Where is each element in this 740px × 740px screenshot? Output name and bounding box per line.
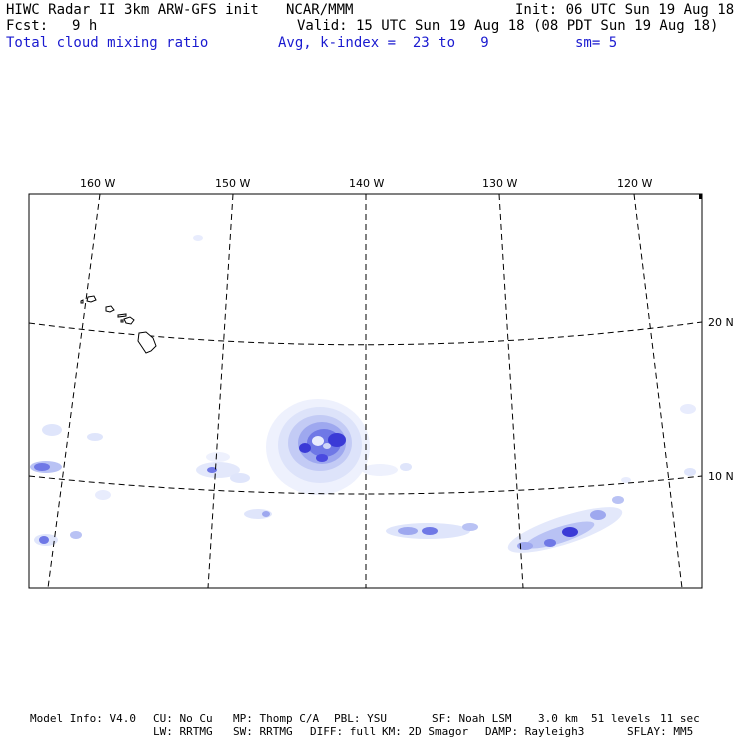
frame-corner-mark <box>699 194 702 199</box>
forecast-label: Fcst: <box>6 18 49 34</box>
organization-label: NCAR/MMM <box>286 2 354 18</box>
averaging-info: Avg, k-index = 23 to 9 <box>278 35 489 51</box>
island-kauai <box>86 295 97 303</box>
product-title: HIWC Radar II 3km ARW-GFS init <box>6 2 259 18</box>
forecast-hour: 9 h <box>72 18 98 34</box>
cloud-patches-central <box>196 452 412 519</box>
meridian-160w <box>47 194 101 588</box>
init-time: Init: 06 UTC Sun 19 Aug 18 <box>515 2 735 18</box>
hawaiian-islands <box>80 295 157 354</box>
footer-km: KM: 2D Smagor <box>382 725 469 738</box>
footer-levels: 51 levels <box>591 712 651 725</box>
meridian-150w <box>207 194 234 588</box>
footer-model-info: Model Info: V4.0 <box>30 712 136 725</box>
footer-sw: SW: RRTMG <box>233 725 293 738</box>
lat-label-10n: 10 N <box>708 470 734 483</box>
cyclone-cloud <box>266 399 370 495</box>
lon-label-150w: 150 W <box>215 177 250 190</box>
field-name: Total cloud mixing ratio <box>6 35 209 51</box>
footer-sf: SF: Noah LSM <box>432 712 512 725</box>
meridian-130w <box>498 194 524 588</box>
footer-timestep: 11 sec <box>660 712 700 725</box>
lon-label-140w: 140 W <box>349 177 384 190</box>
lat-label-20n: 20 N <box>708 316 734 329</box>
island-hawaii <box>137 331 157 354</box>
cloud-band-southeast <box>386 404 696 553</box>
lon-label-160w: 160 W <box>80 177 115 190</box>
parallel-10n <box>29 475 702 495</box>
cloud-patches-west <box>30 235 203 546</box>
footer-damp: DAMP: Rayleigh3 <box>485 725 585 738</box>
footer-resolution: 3.0 km <box>538 712 578 725</box>
footer-lw: LW: RRTMG <box>153 725 213 738</box>
island-niihau <box>80 299 84 304</box>
map-frame <box>28 193 703 589</box>
meridian-120w <box>633 194 683 588</box>
footer-cu: CU: No Cu <box>153 712 213 725</box>
graticule <box>29 194 702 588</box>
island-oahu <box>105 305 115 313</box>
footer-pbl: PBL: YSU <box>334 712 387 725</box>
valid-time: Valid: 15 UTC Sun 19 Aug 18 (08 PDT Sun … <box>297 18 719 34</box>
footer-mp: MP: Thomp C/A <box>233 712 320 725</box>
footer-sflay: SFLAY: MM5 <box>627 725 694 738</box>
lon-label-130w: 130 W <box>482 177 517 190</box>
island-maui <box>123 316 135 325</box>
cloud-field <box>29 194 702 588</box>
island-lanai <box>120 319 124 323</box>
lon-label-120w: 120 W <box>617 177 652 190</box>
island-molokai <box>117 313 127 318</box>
footer-diff: DIFF: full <box>310 725 377 738</box>
smoothing-info: sm= 5 <box>575 35 618 51</box>
